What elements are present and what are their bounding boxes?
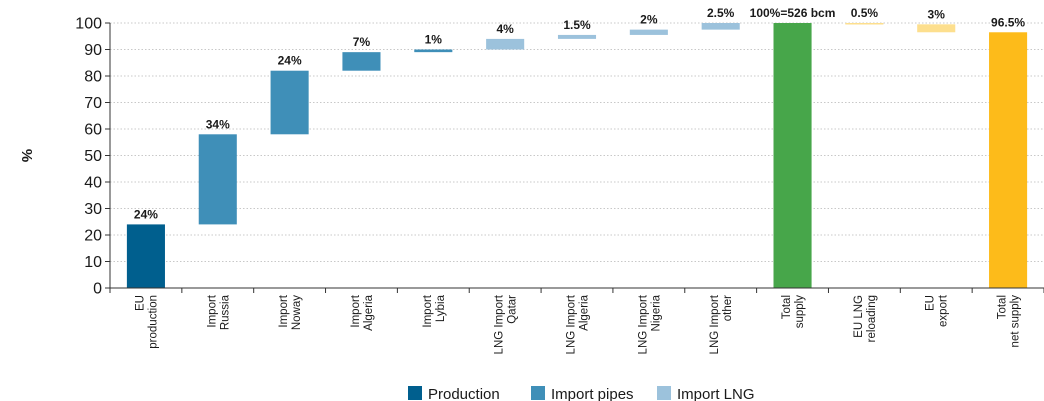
- data-label: 0.5%: [851, 6, 879, 20]
- category-label-line: Lybia: [435, 294, 447, 322]
- y-tick-label: 60: [84, 122, 102, 139]
- y-tick-label: 80: [84, 69, 102, 86]
- y-tick-label: 70: [84, 95, 102, 112]
- category-label: Import Noway: [278, 294, 303, 330]
- category-label-line: Total: [997, 295, 1009, 319]
- category-label-line: EU LNG: [853, 295, 865, 338]
- bar: [198, 134, 237, 225]
- y-tick-label: 90: [84, 42, 102, 59]
- category-label-line: LNG Import: [566, 294, 578, 354]
- bar: [414, 49, 453, 53]
- category-label-line: Algeria: [579, 294, 591, 330]
- data-label: 96.5%: [991, 15, 1025, 29]
- data-labels: 24% 34% 24% 7% 1% 4% 1.5% 2% 2.5% 100%=526 bcm 0.5…: [134, 6, 1026, 221]
- legend-entry: Import LNG: [677, 386, 755, 401]
- bar: [845, 23, 884, 25]
- y-axis-label: %: [18, 149, 35, 162]
- data-label: 1%: [425, 33, 443, 47]
- gridlines: [110, 22, 1044, 262]
- data-label: 3%: [928, 7, 946, 21]
- y-tick-label: 30: [84, 201, 102, 218]
- bar: [917, 24, 956, 33]
- y-axis-ticks: 0 10 20 30 40 50 60 70 80 90 100: [75, 16, 111, 298]
- category-label-line: supply: [794, 295, 806, 328]
- category-label: LNG Import Nigeria: [637, 294, 662, 354]
- category-label: Import Lybia: [422, 294, 447, 327]
- category-label-line: Import: [350, 294, 362, 327]
- data-label: 100%=526 bcm: [750, 6, 836, 20]
- bar: [989, 32, 1028, 289]
- data-label: 24%: [134, 207, 158, 221]
- category-label-line: Russia: [219, 294, 231, 330]
- category-label-line: reloading: [866, 295, 878, 342]
- category-label: EU LNG reloading: [853, 295, 878, 342]
- category-label-line: EU: [925, 295, 937, 311]
- category-label-line: Noway: [291, 295, 303, 330]
- category-label-line: EU: [134, 295, 146, 311]
- y-tick-label: 20: [84, 228, 102, 245]
- data-label: 2%: [640, 13, 658, 27]
- category-label-line: export: [938, 294, 950, 327]
- category-label-line: Import: [278, 294, 290, 327]
- data-label: 7%: [353, 35, 371, 49]
- legend-swatch: [408, 386, 422, 400]
- category-label: Import Russia: [206, 294, 231, 330]
- category-label: LNG Import Algeria: [566, 294, 591, 354]
- category-label-line: Import: [422, 294, 434, 327]
- bar: [557, 34, 597, 39]
- category-label-line: LNG Import: [494, 294, 506, 354]
- category-label: LNG Import other: [709, 294, 734, 354]
- bars: [126, 23, 1028, 289]
- legend-entry: Import pipes: [551, 386, 634, 401]
- bar: [270, 70, 309, 135]
- legend-entry: Production: [428, 386, 500, 401]
- category-label: EU export: [925, 294, 950, 327]
- bar: [342, 52, 381, 71]
- data-label: 34%: [206, 117, 230, 131]
- y-tick-label: 0: [93, 281, 102, 298]
- category-label-line: net supply: [1010, 295, 1022, 348]
- y-tick-label: 50: [84, 148, 102, 165]
- x-axis-ticks: [109, 288, 1044, 293]
- bar: [486, 38, 525, 50]
- category-label: EU production: [134, 295, 159, 349]
- data-label: 24%: [278, 54, 302, 68]
- category-label: LNG Import Qatar: [494, 294, 519, 354]
- category-label: Total net supply: [997, 295, 1022, 348]
- category-label-line: other: [722, 295, 734, 321]
- legend-swatch: [531, 386, 545, 400]
- bar: [126, 224, 165, 288]
- category-label-line: Nigeria: [650, 294, 662, 331]
- bar: [629, 29, 668, 35]
- category-label-line: Total: [781, 295, 793, 319]
- bar: [773, 23, 812, 288]
- category-label-line: LNG Import: [637, 294, 649, 354]
- category-labels: EU production Import Russia Import Noway Impor…: [134, 294, 1021, 354]
- y-tick-label: 10: [84, 254, 102, 271]
- category-label: Import Algeria: [350, 294, 375, 331]
- legend: Production Import pipes Import LNG: [408, 386, 755, 401]
- bar: [701, 23, 740, 30]
- y-tick-label: 100: [75, 16, 102, 33]
- category-label-line: LNG Import: [709, 294, 721, 354]
- category-label: Total supply: [781, 295, 806, 328]
- y-tick-label: 40: [84, 175, 102, 192]
- category-label-line: production: [147, 295, 159, 349]
- category-label-line: Import: [206, 294, 218, 327]
- data-label: 1.5%: [563, 18, 591, 32]
- legend-swatch: [657, 386, 671, 400]
- data-label: 4%: [496, 22, 514, 36]
- category-label-line: Qatar: [507, 295, 519, 324]
- category-label-line: Algeria: [363, 294, 375, 330]
- data-label: 2.5%: [707, 6, 735, 20]
